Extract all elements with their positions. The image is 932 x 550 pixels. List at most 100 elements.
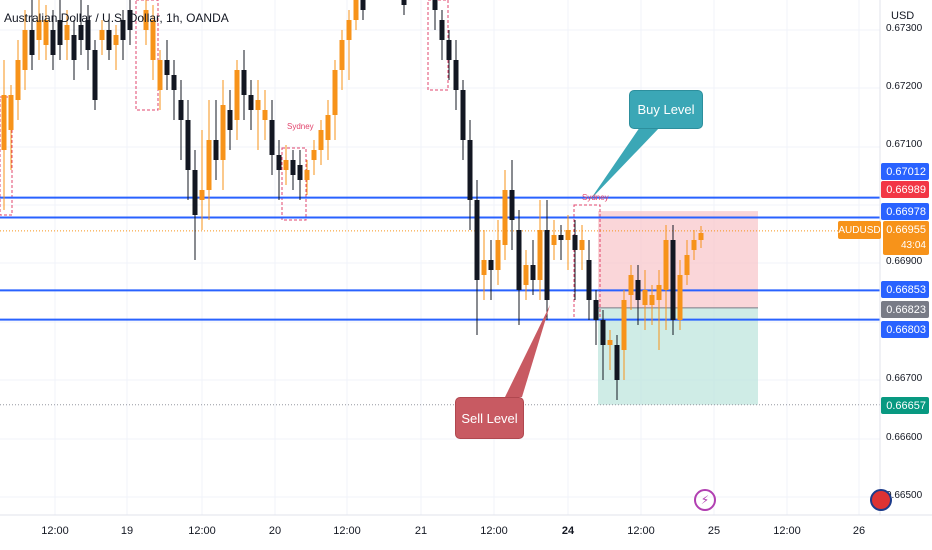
candle-body (57, 20, 63, 45)
candle-body (614, 345, 620, 380)
time-label: 12:00 (773, 525, 801, 537)
candle-body (178, 100, 184, 120)
price-badge-target: 0.66657 (881, 397, 929, 414)
time-label: 12:00 (333, 525, 361, 537)
candle-body (544, 230, 550, 300)
price-tick: 0.67100 (886, 139, 923, 150)
candle-body (164, 60, 170, 75)
candle-body (234, 70, 240, 120)
candle-body (530, 265, 536, 280)
last-price-box: 0.66955 43:04 (883, 221, 929, 255)
time-label: 26 (852, 525, 866, 537)
candle-body (43, 20, 49, 45)
candle-body (635, 280, 641, 300)
candle-body (71, 35, 77, 60)
session-box (281, 147, 307, 221)
candle-body (171, 75, 177, 90)
time-label: 12:00 (41, 525, 69, 537)
candle-body (78, 25, 84, 40)
candle-body (29, 30, 35, 55)
candle-body (593, 300, 599, 320)
candle-body (276, 155, 282, 170)
candle-body (523, 265, 529, 285)
candle-body (360, 0, 366, 10)
candle-body (318, 130, 324, 150)
price-tick: 0.67300 (886, 23, 923, 34)
buy-level-callout[interactable]: Buy Level (629, 90, 703, 129)
candle-body (92, 50, 98, 100)
australia-flag-icon[interactable] (870, 489, 892, 511)
price-badge-entry: 0.66823 (881, 301, 929, 318)
candle-body (642, 290, 648, 305)
symbol-title: Australian Dollar / U.S. Dollar, 1h, OAN… (4, 11, 229, 25)
candle-body (106, 30, 112, 50)
candle-body (607, 340, 613, 345)
candle-body (353, 0, 359, 20)
candle-body (439, 20, 445, 40)
time-label: 25 (707, 525, 721, 537)
candle-body (502, 190, 508, 245)
candle-body (586, 260, 592, 300)
price-tick: 0.66500 (886, 490, 923, 501)
time-label: 24 (561, 525, 575, 537)
sell-level-callout[interactable]: Sell Level (455, 397, 524, 439)
time-label: 12:00 (188, 525, 216, 537)
candle-body (460, 90, 466, 140)
candle-body (206, 140, 212, 190)
lightning-icon[interactable]: ⚡ (694, 489, 716, 511)
candle-body (488, 260, 494, 270)
candle-body (481, 260, 487, 275)
candle-body (311, 150, 317, 160)
candle-body (332, 70, 338, 115)
candle-body (558, 235, 564, 240)
candle-body (495, 240, 501, 270)
candle-body (565, 230, 571, 240)
price-badge-stop: 0.66989 (881, 181, 929, 198)
candle-body (157, 60, 163, 90)
candle-body (262, 110, 268, 120)
candle-body (509, 190, 515, 220)
buy-callout-pointer (590, 127, 660, 200)
candle-body (283, 160, 289, 170)
candle-body (446, 40, 452, 60)
candle-body (684, 255, 690, 275)
candle-body (401, 0, 407, 5)
time-label: 12:00 (627, 525, 655, 537)
time-label: 12:00 (480, 525, 508, 537)
price-badge-level: 0.67012 (881, 163, 929, 180)
candle-body (698, 233, 704, 240)
session-label-sydney: Sydney (287, 122, 314, 131)
candle-body (649, 295, 655, 305)
candle-body (346, 20, 352, 40)
price-tick: 0.66900 (886, 256, 923, 267)
candle-body (120, 20, 126, 40)
price-badge-level: 0.66978 (881, 203, 929, 220)
candle-body (269, 120, 275, 155)
candle-body (516, 230, 522, 290)
candle-body (600, 320, 606, 345)
candle-body (1, 95, 7, 150)
symbol-tag: AUDUSD (838, 221, 881, 239)
candle-body (227, 110, 233, 130)
candle-body (64, 25, 70, 40)
candle-body (474, 200, 480, 280)
candle-body (579, 240, 585, 250)
candle-body (220, 105, 226, 160)
candle-body (325, 115, 331, 140)
candle-body (241, 70, 247, 95)
candle-body (192, 170, 198, 215)
price-badge-level: 0.66803 (881, 321, 929, 338)
candle-body (663, 240, 669, 290)
candle-body (297, 165, 303, 180)
price-badge-level: 0.66853 (881, 281, 929, 298)
price-tick: 0.67200 (886, 81, 923, 92)
time-label: 19 (120, 525, 134, 537)
candle-body (150, 20, 156, 60)
candle-body (537, 230, 543, 280)
candle-body (339, 40, 345, 70)
candle-body (304, 170, 310, 180)
session-box (427, 0, 449, 91)
candle-body (432, 0, 438, 10)
time-label: 20 (268, 525, 282, 537)
